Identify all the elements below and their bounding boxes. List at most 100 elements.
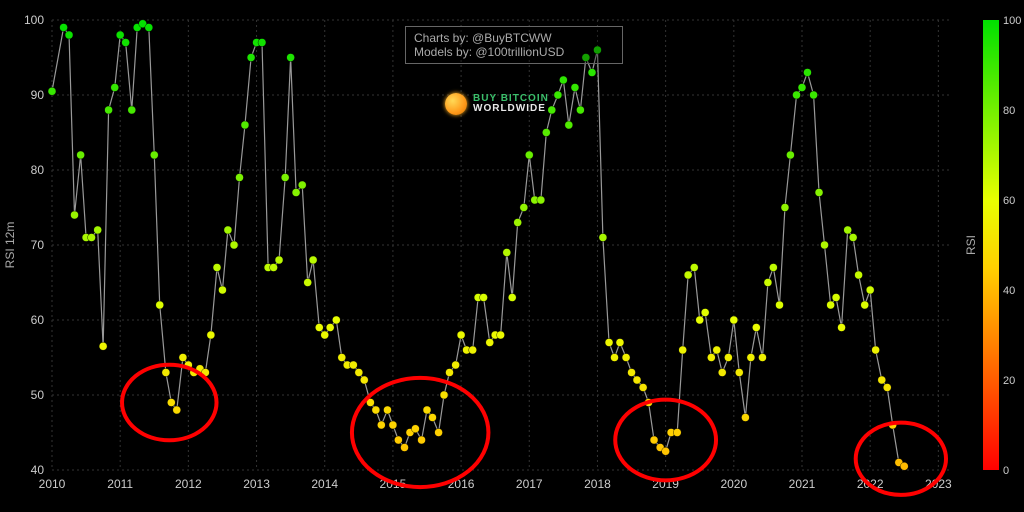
y-tick-label: 50 [31, 388, 45, 402]
data-point [241, 121, 249, 129]
data-point [270, 264, 278, 272]
data-point [394, 436, 402, 444]
data-point [435, 429, 443, 437]
data-point [236, 174, 244, 182]
data-point [866, 286, 874, 294]
bitcoin-icon [445, 93, 467, 115]
rsi-chart: 4050607080901002010201120122013201420152… [0, 0, 1024, 512]
data-point [776, 301, 784, 309]
data-point [503, 249, 511, 257]
colorbar-label: RSI [964, 235, 978, 255]
data-point [355, 369, 363, 377]
x-tick-label: 2020 [720, 477, 747, 491]
data-point [338, 354, 346, 362]
data-point [571, 84, 579, 92]
highlight-circle [856, 423, 946, 495]
data-point [457, 331, 465, 339]
x-tick-label: 2021 [789, 477, 816, 491]
colorbar-tick: 80 [1003, 105, 1015, 117]
data-point [525, 151, 533, 159]
data-point [65, 31, 73, 39]
data-point [48, 87, 56, 95]
data-point [599, 234, 607, 242]
data-point [815, 189, 823, 197]
data-point [520, 204, 528, 212]
data-point [418, 436, 426, 444]
data-point [94, 226, 102, 234]
data-point [747, 354, 755, 362]
data-point [565, 121, 573, 129]
data-point [304, 279, 312, 287]
data-point [372, 406, 380, 414]
colorbar-tick: 40 [1003, 285, 1015, 297]
data-point [105, 106, 113, 114]
highlight-circle [352, 378, 489, 487]
data-point [423, 406, 431, 414]
data-point [707, 354, 715, 362]
data-point [622, 354, 630, 362]
data-point [247, 54, 255, 62]
data-point [628, 369, 636, 377]
y-tick-label: 70 [31, 238, 45, 252]
data-point [684, 271, 692, 279]
y-tick-label: 100 [24, 13, 44, 27]
data-point [724, 354, 732, 362]
data-point [77, 151, 85, 159]
data-point [275, 256, 283, 264]
data-point [554, 91, 562, 99]
data-point [128, 106, 136, 114]
data-point [122, 39, 130, 47]
data-point [486, 339, 494, 347]
x-tick-label: 2011 [107, 477, 133, 491]
data-point [116, 31, 124, 39]
colorbar [983, 20, 999, 470]
data-point [332, 316, 340, 324]
y-tick-label: 80 [31, 163, 45, 177]
data-point [855, 271, 863, 279]
data-point [861, 301, 869, 309]
data-point [71, 211, 79, 219]
attribution-charts: Charts by: @BuyBTCWW [414, 31, 614, 45]
y-axis-label: RSI 12m [3, 222, 17, 269]
data-point [673, 429, 681, 437]
x-tick-label: 2012 [175, 477, 202, 491]
data-point [315, 324, 323, 332]
data-point [99, 342, 107, 350]
data-point [452, 361, 460, 369]
data-point [88, 234, 96, 242]
data-point [900, 462, 908, 470]
data-point [741, 414, 749, 422]
data-point [469, 346, 477, 354]
data-point [588, 69, 596, 77]
data-point [360, 376, 368, 384]
data-point [690, 264, 698, 272]
data-point [735, 369, 743, 377]
data-point [224, 226, 232, 234]
data-point [298, 181, 306, 189]
data-point [497, 331, 505, 339]
data-point [480, 294, 488, 302]
data-point [537, 196, 545, 204]
data-point [60, 24, 68, 32]
y-tick-label: 90 [31, 88, 45, 102]
data-point [752, 324, 760, 332]
data-point [650, 436, 658, 444]
data-point [287, 54, 295, 62]
data-point [207, 331, 215, 339]
data-point [883, 384, 891, 392]
colorbar-tick: 0 [1003, 465, 1009, 477]
data-point [514, 219, 522, 227]
data-point [156, 301, 164, 309]
data-point [377, 421, 385, 429]
data-point [150, 151, 158, 159]
data-point [827, 301, 835, 309]
data-point [179, 354, 187, 362]
data-point [162, 369, 170, 377]
data-point [662, 447, 670, 455]
brand-logo: BUY BITCOIN WORLDWIDE [445, 93, 549, 115]
brand-text: BUY BITCOIN WORLDWIDE [473, 94, 549, 114]
y-tick-label: 60 [31, 313, 45, 327]
attribution-models: Models by: @100trillionUSD [414, 45, 614, 59]
data-point [793, 91, 801, 99]
data-point [145, 24, 153, 32]
